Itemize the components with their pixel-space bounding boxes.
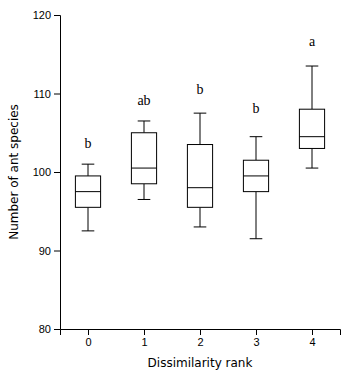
lower-whisker — [200, 207, 201, 227]
x-tick: 0 — [85, 329, 91, 348]
y-tick-label: 120 — [33, 9, 51, 21]
x-axis-line — [61, 330, 341, 336]
y-tick-label: 90 — [39, 245, 51, 257]
lower-whisker — [256, 192, 257, 239]
significance-label: a — [309, 34, 316, 49]
x-tick-label: 0 — [85, 336, 91, 348]
lower-cap — [138, 199, 151, 200]
box — [243, 160, 268, 191]
y-tick: 100 — [33, 166, 60, 178]
y-axis: 80 90 100 110 120 — [33, 9, 61, 335]
box-group — [243, 137, 268, 239]
x-tick: 2 — [197, 329, 203, 348]
box-group — [75, 164, 100, 231]
y-tick: 80 — [39, 323, 60, 335]
box — [299, 109, 324, 148]
x-tick-label: 3 — [253, 336, 259, 348]
x-tick: 1 — [141, 329, 147, 348]
boxes — [75, 66, 324, 239]
x-tick-mark — [88, 329, 89, 335]
y-tick: 120 — [33, 9, 60, 21]
lower-cap — [250, 238, 263, 239]
upper-cap — [250, 136, 263, 137]
plot: 0 1 2 3 4 80 90 100 110 120 Dissimilarity rank Numb… — [7, 9, 341, 370]
upper-whisker — [256, 137, 257, 161]
box — [131, 133, 156, 184]
x-axis-title: Dissimilarity rank — [148, 356, 253, 370]
lower-whisker — [144, 184, 145, 200]
lower-cap — [82, 230, 95, 231]
lower-cap — [194, 226, 207, 227]
lower-whisker — [88, 207, 89, 231]
y-axis-line — [54, 16, 61, 330]
x-tick: 3 — [253, 329, 259, 348]
significance-label: b — [253, 101, 260, 116]
significance-label: b — [85, 136, 92, 151]
y-tick-label: 80 — [39, 323, 51, 335]
upper-cap — [306, 66, 319, 67]
y-tick-label: 100 — [33, 166, 51, 178]
x-tick-mark — [144, 329, 145, 335]
y-tick: 90 — [39, 245, 60, 257]
box — [187, 145, 212, 208]
upper-whisker — [88, 164, 89, 176]
y-tick-mark — [54, 94, 60, 95]
x-tick-mark — [200, 329, 201, 335]
x-axis: 0 1 2 3 4 — [61, 329, 341, 348]
y-tick-mark — [54, 329, 60, 330]
lower-cap — [306, 168, 319, 169]
median — [131, 168, 156, 169]
upper-whisker — [144, 121, 145, 133]
y-tick-mark — [54, 251, 60, 252]
y-tick-mark — [54, 15, 60, 16]
x-tick-label: 1 — [141, 336, 147, 348]
y-tick-mark — [54, 172, 60, 173]
box-group — [131, 121, 156, 200]
median — [75, 191, 100, 192]
x-tick-label: 4 — [309, 336, 315, 348]
upper-cap — [194, 113, 207, 114]
significance-label: ab — [137, 93, 150, 108]
annotations: b ab b b a — [85, 34, 316, 151]
lower-whisker — [312, 148, 313, 168]
chart: 0 1 2 3 4 80 90 100 110 120 Dissimilarity rank Numb… — [0, 0, 355, 377]
x-tick-mark — [312, 329, 313, 335]
upper-whisker — [200, 113, 201, 144]
upper-whisker — [312, 66, 313, 109]
x-tick-mark — [256, 329, 257, 335]
box-group — [299, 66, 324, 168]
significance-label: b — [197, 82, 204, 97]
x-tick-label: 2 — [197, 336, 203, 348]
upper-cap — [82, 164, 95, 165]
y-tick-label: 110 — [33, 88, 51, 100]
median — [187, 187, 212, 188]
median — [243, 175, 268, 176]
box — [75, 176, 100, 207]
box-group — [187, 113, 212, 227]
upper-cap — [138, 120, 151, 121]
x-tick: 4 — [309, 329, 315, 348]
y-tick: 110 — [33, 88, 60, 100]
median — [299, 136, 324, 137]
y-axis-title: Number of ant species — [7, 104, 21, 240]
